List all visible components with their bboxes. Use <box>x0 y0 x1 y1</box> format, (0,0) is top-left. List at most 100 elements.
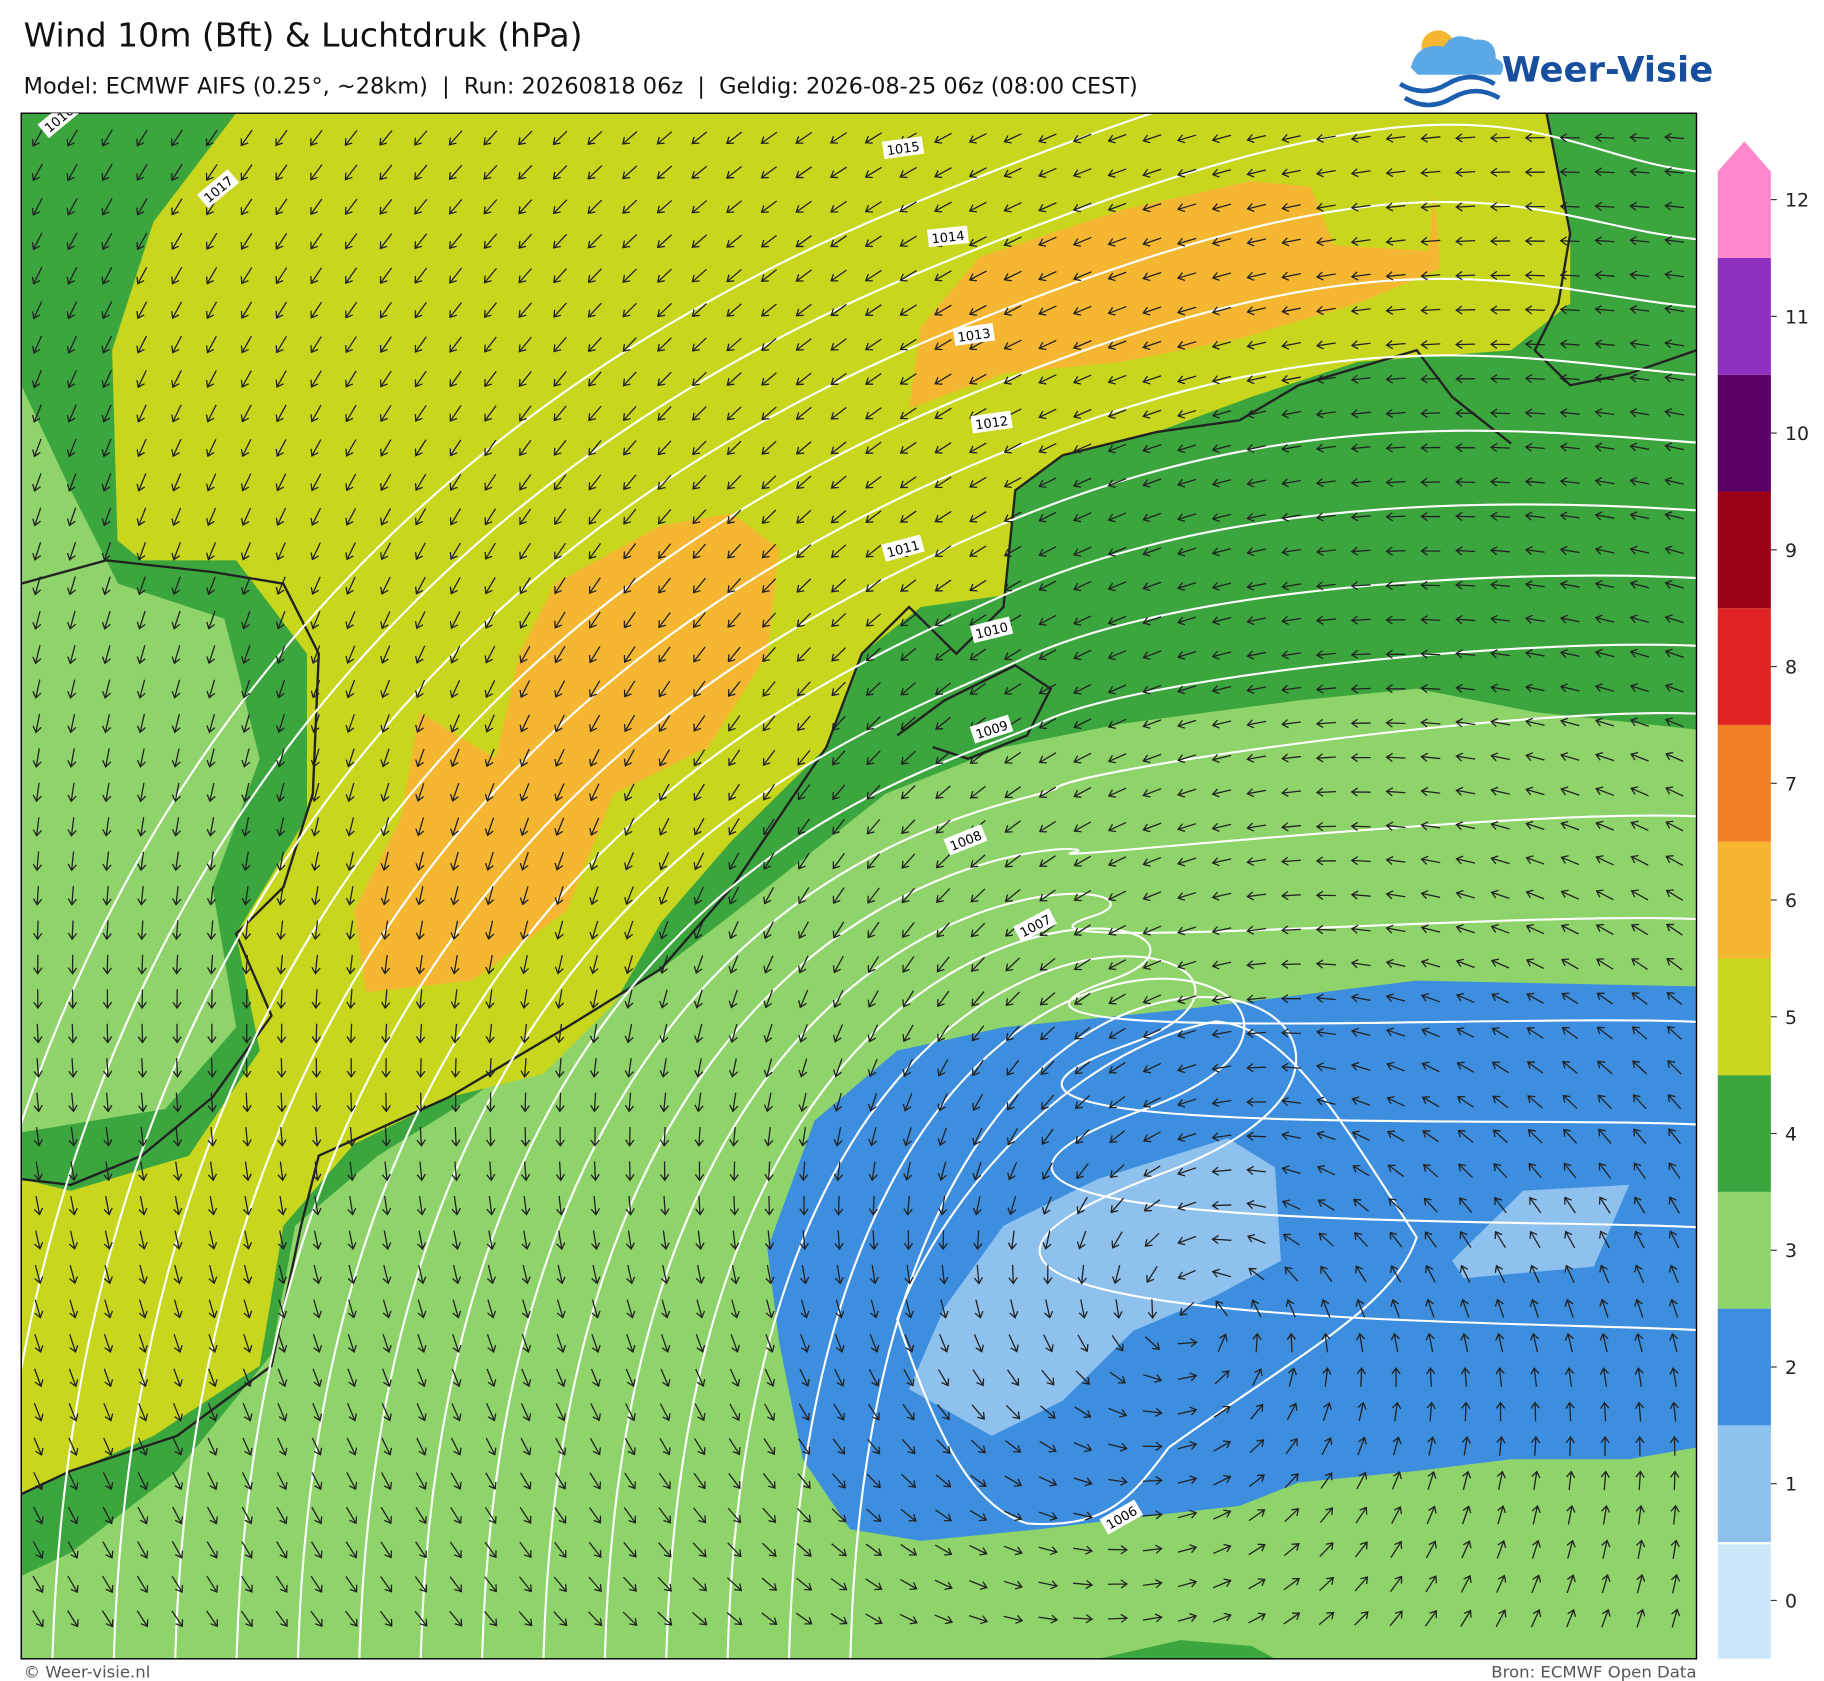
wind-arrow <box>276 1541 288 1559</box>
wind-arrow <box>589 954 599 975</box>
wind-arrow <box>1246 547 1267 557</box>
wind-arrow <box>241 989 252 1010</box>
wind-arrow <box>138 1264 148 1285</box>
wind-arrow <box>517 130 533 146</box>
wind-arrow <box>1211 857 1232 867</box>
wind-area <box>21 113 1571 1495</box>
wind-arrow <box>1003 511 1022 523</box>
wind-arrow <box>730 1334 741 1353</box>
wind-arrow <box>869 1264 879 1285</box>
isobar <box>896 1020 1418 1526</box>
wind-arrow <box>67 748 77 768</box>
wind-arrow <box>275 335 287 354</box>
wind-arrow <box>1385 271 1406 281</box>
wind-arrow <box>34 1299 44 1319</box>
wind-arrow <box>1246 994 1267 1004</box>
isobar-label-bg <box>969 616 1014 644</box>
isobar <box>788 977 1697 1659</box>
wind-arrow <box>33 1058 43 1079</box>
wind-arrow <box>968 167 987 179</box>
wind-arrow <box>33 1161 43 1182</box>
wind-arrow <box>1142 1407 1163 1417</box>
wind-arrow <box>1420 889 1441 900</box>
wind-arrow <box>102 1023 113 1044</box>
wind-arrow <box>1246 1131 1267 1141</box>
wind-arrow <box>830 1612 848 1625</box>
wind-arrow <box>900 579 917 592</box>
wind-arrow <box>1004 820 1021 833</box>
wind-arrow <box>1177 444 1197 454</box>
wind-arrow <box>832 852 845 870</box>
wind-arrow <box>730 1230 740 1251</box>
wind-arrow <box>1315 1062 1336 1072</box>
wind-arrow <box>902 956 915 973</box>
wind-arrow <box>1280 891 1302 901</box>
wind-arrow <box>103 1161 113 1182</box>
wind-arrow <box>1385 202 1406 212</box>
wind-arrow <box>34 1230 44 1250</box>
wind-arrow <box>867 1403 880 1421</box>
wind-arrow <box>1629 683 1650 693</box>
wind-arrow <box>345 679 356 699</box>
logo-text: Weer-Visie <box>1502 50 1714 91</box>
wind-arrow <box>795 269 812 282</box>
wind-arrow <box>1038 752 1057 764</box>
wind-arrow <box>311 954 321 975</box>
wind-arrow <box>310 714 320 734</box>
wind-arrow <box>1455 924 1475 934</box>
isobar-label: 1014 <box>927 225 969 247</box>
wind-arrow <box>833 1058 843 1078</box>
wind-arrow <box>694 1092 704 1113</box>
isobar-label: 1012 <box>970 410 1013 434</box>
wind-arrow <box>554 989 565 1010</box>
wind-arrow <box>171 713 181 734</box>
wind-arrow <box>1524 614 1545 624</box>
wind-arrow <box>1281 615 1301 625</box>
wind-arrow <box>868 1127 878 1147</box>
wind-arrow <box>415 782 425 802</box>
wind-arrow <box>1494 1298 1505 1318</box>
wind-arrow <box>1315 443 1336 453</box>
wind-arrow <box>1566 1504 1576 1525</box>
wind-arrow <box>1525 786 1545 796</box>
wind-arrow <box>1489 236 1510 246</box>
wind-arrow <box>485 1058 495 1079</box>
wind-arrow <box>799 1368 810 1387</box>
wind-arrow <box>762 612 777 628</box>
wind-arrow <box>587 199 603 214</box>
colorbar-segment <box>1717 841 1771 959</box>
wind-arrow <box>415 1023 426 1044</box>
wind-arrow <box>656 199 673 214</box>
wind-arrow <box>484 680 496 699</box>
wind-arrow <box>938 1195 948 1216</box>
wind-arrow <box>449 748 460 768</box>
wind-arrow <box>1004 1510 1023 1522</box>
wind-arrow <box>1003 133 1022 144</box>
wind-arrow <box>1529 1264 1540 1283</box>
wind-arrow <box>312 1161 322 1182</box>
wind-arrow <box>519 1541 532 1559</box>
wind-arrow <box>1074 1095 1090 1110</box>
wind-arrow <box>795 1612 813 1625</box>
wind-arrow <box>102 782 112 803</box>
wind-arrow <box>171 679 181 699</box>
wind-arrow <box>484 405 497 422</box>
wind-arrow <box>1281 1199 1301 1210</box>
wind-arrow <box>589 680 601 698</box>
wind-arrow <box>449 473 462 492</box>
wind-arrow <box>1038 236 1057 247</box>
wind-arrow <box>31 266 43 285</box>
wind-arrow <box>1073 580 1092 592</box>
wind-arrow <box>657 406 672 421</box>
wind-arrow <box>899 476 917 489</box>
wind-arrow <box>69 1265 79 1285</box>
wind-arrow <box>1038 1614 1059 1624</box>
wind-arrow <box>1038 511 1057 523</box>
wind-arrow <box>1425 1540 1437 1559</box>
colorbar-label: 5 <box>1785 1008 1797 1029</box>
wind-arrow <box>1315 753 1336 763</box>
wind-arrow <box>726 234 743 248</box>
wind-arrow <box>240 164 253 181</box>
wind-arrow <box>587 130 603 145</box>
wind-arrow <box>171 335 183 354</box>
